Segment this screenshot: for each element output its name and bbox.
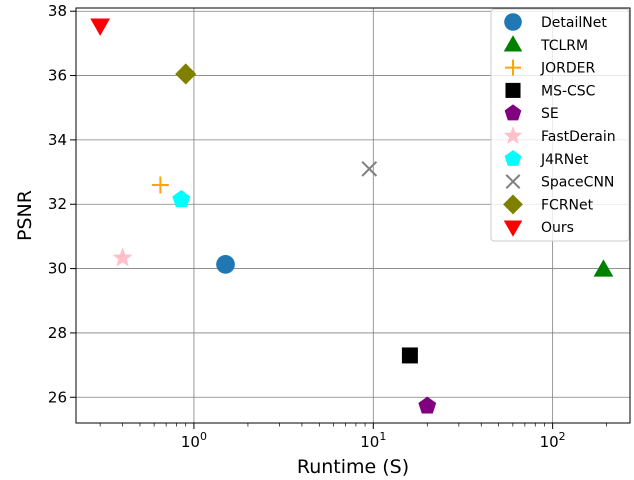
legend-label: JORDER: [540, 61, 596, 77]
y-tick-label: 38: [48, 2, 67, 20]
x-tick-label: 100: [181, 430, 207, 451]
legend-marker-ms-csc: [505, 82, 521, 98]
legend-label: SE: [541, 106, 559, 122]
data-point-ms-csc: [401, 347, 418, 364]
data-point-fcrnet: [175, 63, 197, 85]
legend-marker-tclrm: [503, 35, 523, 52]
x-tick-base: 10: [540, 433, 559, 451]
legend-item-j4rnet: J4RNet: [504, 150, 589, 168]
x-tick-base: 10: [181, 433, 200, 451]
legend-marker-fastderain: [503, 126, 523, 145]
legend-item-ours: Ours: [503, 220, 574, 237]
y-tick-label: 32: [48, 195, 67, 213]
y-tick-label: 26: [48, 388, 67, 406]
plot-area-frame: [75, 7, 631, 424]
legend-item-detailnet: DetailNet: [504, 13, 607, 31]
x-tick-label: 102: [540, 430, 566, 451]
legend-marker-spacecnn: [505, 174, 521, 190]
legend-item-fastderain: FastDerain: [503, 126, 616, 145]
x-tick-label: 101: [360, 430, 386, 451]
data-point-j4rnet: [172, 190, 191, 207]
data-point-detailnet: [216, 255, 235, 274]
y-tick-label: 34: [48, 131, 67, 149]
legend-item-spacecnn: SpaceCNN: [505, 174, 614, 191]
data-point-tclrm: [593, 259, 614, 277]
x-tick-exponent: 2: [559, 430, 566, 443]
legend-item-se: SE: [504, 104, 559, 122]
legend-marker-detailnet: [504, 13, 522, 31]
data-point-se: [418, 396, 437, 414]
x-tick-exponent: 0: [200, 430, 207, 443]
x-tick-base: 10: [360, 433, 379, 451]
legend: DetailNet TCLRM JORDER MS-CSC SE FastDerain J4…: [490, 8, 630, 242]
legend-label: DetailNet: [541, 15, 607, 31]
y-tick-label: 28: [48, 324, 67, 342]
x-axis-title: Runtime (S): [297, 456, 409, 478]
legend-label: TCLRM: [540, 38, 588, 54]
data-point-ours: [90, 18, 111, 36]
data-point-spacecnn: [361, 161, 378, 177]
legend-label: MS-CSC: [541, 83, 596, 99]
legend-item-tclrm: TCLRM: [503, 35, 588, 54]
y-tick-label: 36: [48, 67, 67, 85]
data-point-jorder: [151, 176, 169, 194]
legend-frame: [490, 8, 630, 242]
legend-marker-ours: [503, 220, 523, 237]
data-points: [90, 18, 614, 414]
legend-marker-jorder: [505, 59, 521, 76]
data-point-fastderain: [112, 247, 133, 267]
legend-label: J4RNet: [540, 152, 589, 168]
legend-item-fcrnet: FCRNet: [503, 194, 594, 215]
y-axis-title: PSNR: [14, 190, 36, 241]
legend-label: SpaceCNN: [541, 175, 614, 191]
legend-label: Ours: [541, 220, 574, 236]
legend-item-jorder: JORDER: [505, 59, 596, 77]
x-tick-exponent: 1: [379, 430, 386, 443]
legend-item-ms-csc: MS-CSC: [505, 82, 596, 99]
legend-marker-j4rnet: [504, 150, 522, 166]
legend-marker-se: [504, 104, 522, 121]
legend-label: FastDerain: [541, 129, 616, 145]
legend-label: FCRNet: [541, 197, 594, 213]
y-tick-label: 30: [48, 260, 67, 278]
legend-marker-fcrnet: [503, 194, 523, 215]
